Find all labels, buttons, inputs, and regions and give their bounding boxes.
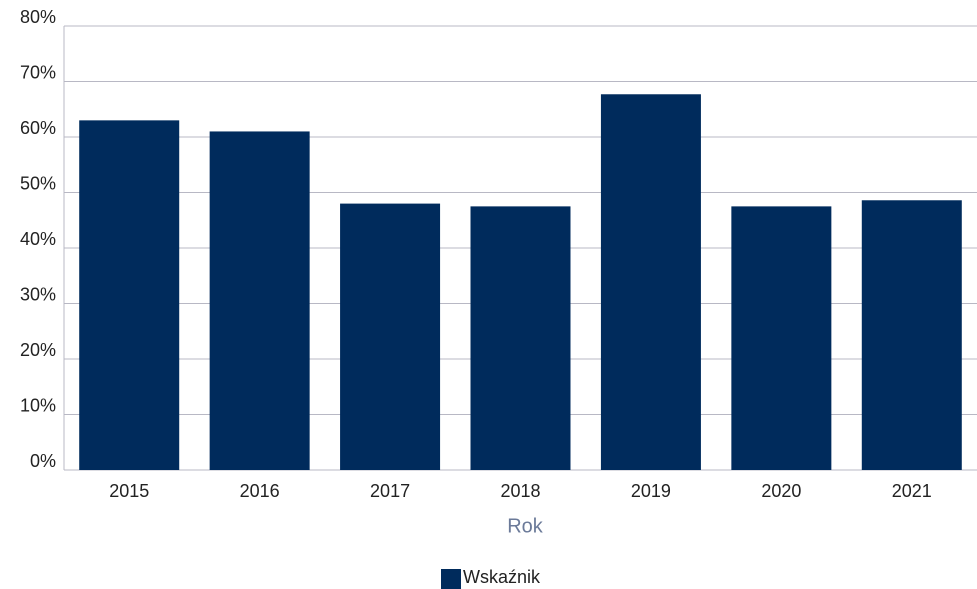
y-tick-label: 10%: [20, 395, 56, 415]
x-tick-label: 2021: [892, 481, 932, 501]
x-tick-label: 2020: [761, 481, 801, 501]
y-tick-label: 80%: [20, 7, 56, 27]
y-tick-label: 0%: [30, 451, 56, 471]
bar: [340, 203, 441, 470]
y-tick-label: 70%: [20, 62, 56, 82]
legend-label: Wskaźnik: [463, 567, 541, 587]
y-tick-label: 60%: [20, 118, 56, 138]
bar: [861, 200, 962, 470]
x-tick-label: 2016: [240, 481, 280, 501]
y-tick-label: 20%: [20, 340, 56, 360]
x-axis-label: Rok: [507, 515, 544, 537]
bar: [470, 206, 571, 470]
x-tick-label: 2015: [109, 481, 149, 501]
bar: [209, 131, 310, 470]
bar: [731, 206, 832, 470]
bar: [79, 120, 180, 470]
x-tick-label: 2017: [370, 481, 410, 501]
bar: [600, 94, 701, 470]
y-tick-label: 30%: [20, 284, 56, 304]
x-tick-label: 2019: [631, 481, 671, 501]
y-tick-label: 40%: [20, 229, 56, 249]
legend-swatch: [441, 569, 461, 589]
y-tick-label: 50%: [20, 173, 56, 193]
x-tick-label: 2018: [500, 481, 540, 501]
